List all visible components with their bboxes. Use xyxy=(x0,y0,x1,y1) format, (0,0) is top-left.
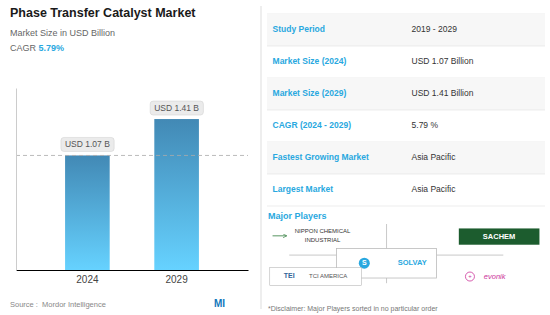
x-tick-label: 2024 xyxy=(76,274,99,285)
separator xyxy=(261,6,262,309)
table-row: Fastest Growing Market Asia Pacific xyxy=(267,142,545,174)
players: S SOLVAY NIPPON CHEMICAL INDUSTRIAL SACHEM TE… xyxy=(270,224,540,285)
disclaimer: *Disclaimer: Major Players sorted in no … xyxy=(268,305,438,313)
x-tick: 2024 xyxy=(76,270,99,285)
data-labels: USD 1.07 B USD 1.41 B xyxy=(61,101,203,151)
table-value: 5.79 % xyxy=(412,120,439,130)
title: Phase Transfer Catalyst Market xyxy=(10,6,196,20)
table-divider xyxy=(267,110,545,111)
table-divider xyxy=(267,174,545,175)
data-label: USD 1.41 B xyxy=(154,103,199,113)
table-row: Market Size (2024) USD 1.07 Billion xyxy=(267,56,545,78)
table-label: Study Period xyxy=(273,24,325,34)
data-label-box xyxy=(150,101,203,115)
info-table: Study Period 2019 - 2029 Market Size (2024… xyxy=(267,14,545,206)
data-label: USD 1.07 B xyxy=(65,139,110,149)
player-text: + xyxy=(468,273,472,279)
player-text: S xyxy=(362,259,367,266)
x-axis: 2024 2029 xyxy=(17,270,249,285)
x-axis-line xyxy=(17,270,249,271)
player-text: SACHEM xyxy=(483,232,516,241)
table-row-shade xyxy=(267,78,545,110)
table-row-shade xyxy=(267,14,545,46)
chart: Phase Transfer Catalyst Market Market Siz… xyxy=(0,0,550,315)
major-players-label: Major Players xyxy=(268,211,327,221)
table-row: CAGR (2024 - 2029) 5.79 % xyxy=(267,120,545,142)
bar xyxy=(154,119,199,270)
player-logo xyxy=(359,258,370,269)
player-text: TEI xyxy=(284,272,295,279)
table-value: Asia Pacific xyxy=(412,152,457,162)
table-row: Market Size (2029) USD 1.41 Billion xyxy=(267,78,545,110)
table-value: USD 1.41 Billion xyxy=(412,88,474,98)
table-row-shade xyxy=(267,142,545,174)
table-row: Largest Market Asia Pacific xyxy=(267,184,545,206)
logo: MI xyxy=(214,298,225,309)
player-text: SOLVAY xyxy=(398,258,427,267)
y-axis xyxy=(16,89,17,271)
player-logo xyxy=(465,272,474,281)
table-value: USD 1.07 Billion xyxy=(412,56,474,66)
player-arrow xyxy=(273,235,287,236)
table-label: Market Size (2029) xyxy=(273,88,347,98)
player-text: NIPPON CHEMICAL xyxy=(295,228,351,234)
cagr-label: CAGR xyxy=(10,43,39,53)
source: Source : Mordor Intelligence xyxy=(10,300,106,309)
player-box xyxy=(459,228,540,244)
bar xyxy=(65,155,110,270)
reference-line xyxy=(16,155,248,156)
table-label: Market Size (2024) xyxy=(273,56,347,66)
x-tick-label: 2029 xyxy=(165,274,188,285)
cagr-value: 5.79% xyxy=(39,43,65,53)
player-text: evonik xyxy=(484,272,507,281)
plot-area xyxy=(16,119,248,270)
table-value: 2019 - 2029 xyxy=(412,24,458,34)
cagr: CAGR 5.79% xyxy=(10,43,64,53)
subtitle: Market Size in USD Billion xyxy=(10,28,115,38)
player-box xyxy=(270,268,362,286)
player-text: INDUSTRIAL xyxy=(305,237,341,243)
data-label-group: USD 1.41 B xyxy=(150,101,203,115)
table-label: Largest Market xyxy=(273,184,334,194)
table-label: Fastest Growing Market xyxy=(273,152,370,162)
table-divider xyxy=(267,206,545,207)
table-label: CAGR (2024 - 2029) xyxy=(273,120,352,130)
x-tick: 2029 xyxy=(165,270,188,285)
player-text: TCI AMERICA xyxy=(309,273,347,279)
data-label-box xyxy=(61,137,114,151)
y-axis-line xyxy=(16,89,17,271)
table-row: Study Period 2019 - 2029 xyxy=(267,14,545,46)
table-divider xyxy=(267,46,545,47)
data-label-group: USD 1.07 B xyxy=(61,137,114,151)
table-value: Asia Pacific xyxy=(412,184,457,194)
